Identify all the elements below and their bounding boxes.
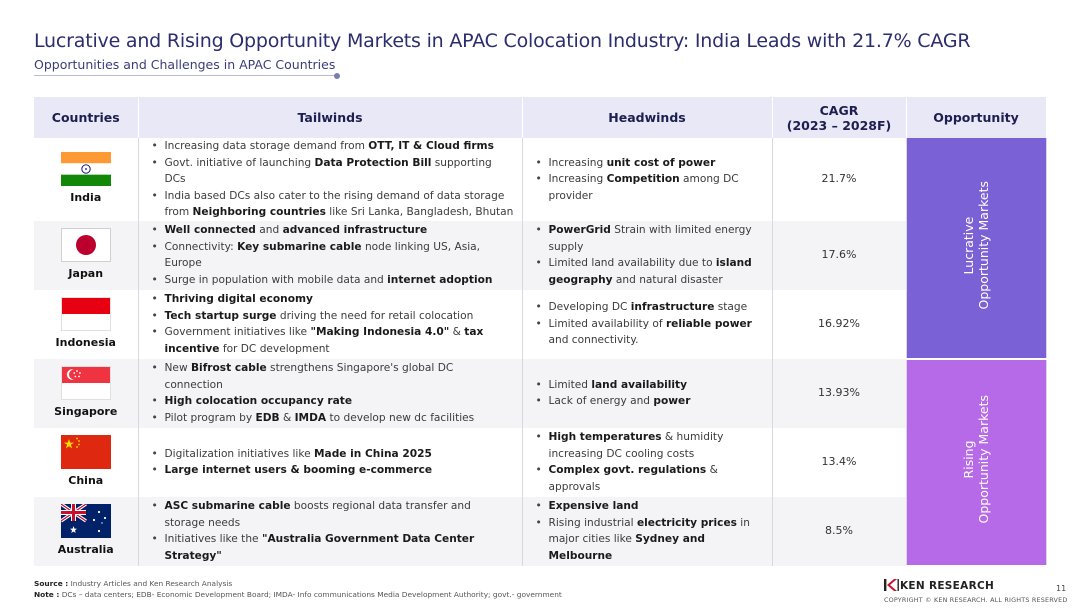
tailwind-item: Surge in population with mobile data and… (149, 272, 514, 289)
table-row: Japan Well connected and advanced infras… (34, 220, 1046, 290)
subtitle-divider (34, 75, 336, 76)
opportunity-label-line2: Opportunity Markets (976, 395, 991, 524)
country-name: Singapore (54, 404, 118, 418)
table-row: Australia ASC submarine cable boosts reg… (34, 496, 1046, 566)
page-number: 11 (1056, 584, 1067, 593)
tailwind-item: Initiatives like the "Australia Governme… (149, 531, 514, 564)
headwinds-cell: PowerGrid Strain with limited energy sup… (522, 220, 773, 290)
headwind-item: PowerGrid Strain with limited energy sup… (533, 222, 764, 255)
cagr-value: 13.4% (772, 427, 907, 497)
country-cell: Japan (34, 220, 139, 290)
country-name: Japan (68, 266, 104, 280)
opportunity-label-line1: Rising (961, 440, 976, 479)
tailwind-item: High colocation occupancy rate (149, 393, 514, 410)
country-name: Indonesia (55, 335, 116, 349)
country-name: India (70, 191, 102, 204)
australia-flag-icon (60, 503, 111, 538)
india-flag-icon (60, 152, 111, 186)
tailwind-item: Govt. initiative of launching Data Prote… (149, 155, 514, 188)
tailwind-item: Increasing data storage demand from OTT,… (149, 138, 514, 155)
table-row: Indonesia Thriving digital economy Tech … (34, 289, 1046, 359)
headwind-item: Limited land availability due to island … (533, 255, 764, 288)
tailwind-item: Thriving digital economy (149, 291, 514, 308)
headwinds-cell: Developing DC infrastructure stage Limit… (522, 289, 773, 359)
tailwinds-cell: Increasing data storage demand from OTT,… (138, 138, 523, 221)
headwind-item: Developing DC infrastructure stage (533, 299, 764, 316)
country-name: China (68, 473, 104, 487)
tailwind-item: Digitalization initiatives like Made in … (149, 446, 514, 463)
header-opportunity: Opportunity (906, 97, 1047, 138)
header-countries: Countries (34, 97, 139, 138)
page-subtitle: Opportunities and Challenges in APAC Cou… (34, 57, 336, 72)
page-title: Lucrative and Rising Opportunity Markets… (34, 30, 971, 52)
headwinds-cell: Expensive land Rising industrial electri… (522, 496, 773, 566)
header-headwinds: Headwinds (522, 97, 773, 138)
opportunity-lucrative: Lucrative Opportunity Markets (906, 138, 1047, 360)
headwind-item: Rising industrial electricity prices in … (533, 515, 764, 565)
headwind-item: Limited availability of reliable power a… (533, 316, 764, 349)
table-row: China Digitalization initiatives like Ma… (34, 427, 1046, 497)
tailwind-item: Connectivity: Key submarine cable node l… (149, 239, 514, 272)
headwind-item: Expensive land (533, 498, 764, 515)
country-cell: India (34, 138, 139, 221)
tailwind-item: ASC submarine cable boosts regional data… (149, 498, 514, 531)
copyright-text: COPYRIGHT © KEN RESEARCH. ALL RIGHTS RES… (884, 596, 1068, 604)
opportunity-label-line2: Opportunity Markets (976, 180, 991, 310)
header-cagr-line2: (2023 – 2028F) (786, 117, 892, 133)
headwinds-cell: High temperatures & humidity increasing … (522, 427, 773, 497)
tailwind-item: India based DCs also cater to the rising… (149, 188, 514, 221)
country-cell: Indonesia (34, 289, 139, 359)
country-cell: Singapore (34, 358, 139, 428)
tailwind-item: Government initiatives like "Making Indo… (149, 324, 514, 357)
tailwind-item: Large internet users & booming e-commerc… (149, 462, 514, 479)
indonesia-flag-icon (60, 296, 111, 331)
headwinds-cell: Limited land availability Lack of energy… (522, 358, 773, 428)
headwind-item: Limited land availability (533, 377, 764, 394)
header-tailwinds: Tailwinds (138, 97, 523, 138)
brand-name: KEN RESEARCH (900, 580, 995, 592)
country-cell: China (34, 427, 139, 497)
opportunity-rising: Rising Opportunity Markets (906, 358, 1047, 567)
opportunity-table: Countries Tailwinds Headwinds CAGR (2023… (34, 97, 1047, 567)
subtitle-divider-dot (334, 72, 340, 79)
table-row: Singapore New Bifrost cable strengthens … (34, 358, 1047, 567)
cagr-value: 17.6% (772, 220, 907, 290)
tailwind-item: Tech startup surge driving the need for … (149, 308, 514, 325)
source-note: Source : Industry Articles and Ken Resea… (34, 579, 233, 588)
tailwind-item: Well connected and advanced infrastructu… (149, 222, 514, 239)
tailwinds-cell: Thriving digital economy Tech startup su… (138, 289, 523, 359)
tailwinds-cell: Digitalization initiatives like Made in … (138, 427, 523, 497)
china-flag-icon (60, 434, 111, 469)
tailwind-item: New Bifrost cable strengthens Singapore'… (149, 360, 514, 393)
cagr-value: 16.92% (772, 289, 907, 359)
tailwinds-cell: ASC submarine cable boosts regional data… (138, 496, 523, 566)
country-name: Australia (57, 542, 114, 556)
cagr-value: 21.7% (772, 138, 907, 221)
headwind-item: Lack of energy and power (533, 393, 764, 410)
japan-flag-icon (60, 227, 111, 262)
tailwinds-cell: Well connected and advanced infrastructu… (138, 220, 523, 290)
header-cagr: CAGR (2023 – 2028F) (772, 97, 907, 138)
tailwind-item: Pilot program by EDB & IMDA to develop n… (149, 410, 514, 427)
headwind-item: Complex govt. regulations & approvals (533, 462, 764, 495)
headwinds-cell: Increasing unit cost of power Increasing… (522, 138, 773, 221)
ken-research-logo-icon (884, 579, 899, 591)
cagr-value: 13.93% (772, 358, 907, 428)
headwind-item: High temperatures & humidity increasing … (533, 429, 764, 462)
opportunity-label-line1: Lucrative (961, 216, 976, 274)
table-row: India Increasing data storage demand fro… (34, 138, 1047, 360)
cagr-value: 8.5% (772, 496, 907, 566)
singapore-flag-icon (60, 365, 111, 400)
country-cell: Australia (34, 496, 139, 566)
headwind-item: Increasing Competition among DC provider (533, 171, 764, 204)
headwind-item: Increasing unit cost of power (533, 155, 764, 172)
abbreviation-note: Note : DCs – data centers; EDB- Economic… (34, 590, 562, 599)
header-cagr-line1: CAGR (819, 102, 859, 118)
tailwinds-cell: New Bifrost cable strengthens Singapore'… (138, 358, 523, 428)
